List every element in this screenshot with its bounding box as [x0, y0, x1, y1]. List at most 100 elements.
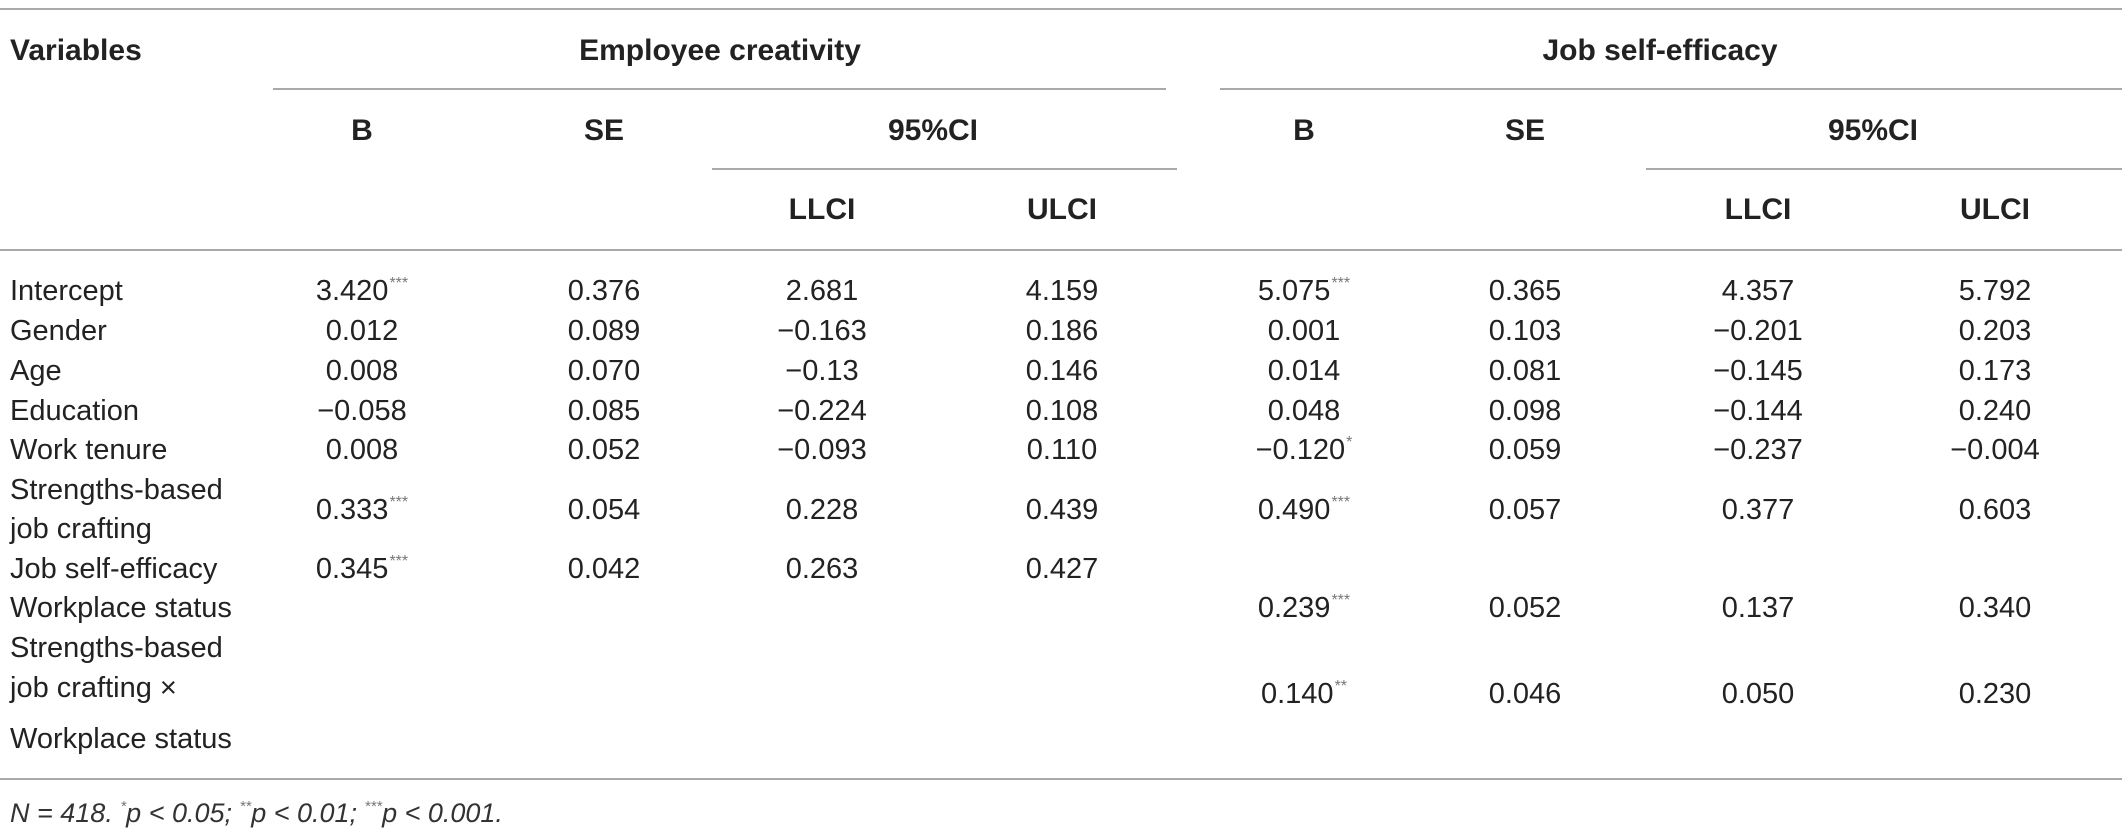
value: 0.333 — [315, 494, 389, 526]
row-label: Age — [10, 355, 62, 387]
column-header-ulci: ULCI — [1960, 193, 2030, 226]
table-cell: 0.263 — [785, 553, 859, 585]
table-cell: 0.439 — [1025, 494, 1099, 526]
significance-marker: ** — [1334, 678, 1348, 695]
table-cell: 0.137 — [1721, 592, 1795, 624]
table-cell: 0.333*** — [316, 493, 408, 532]
table-cell: 0.376 — [567, 275, 641, 307]
table-cell: 0.603 — [1958, 494, 2032, 526]
table-cell: 0.239*** — [1258, 591, 1350, 630]
table-cell: −0.004 — [1950, 434, 2040, 466]
table-footnote: N = 418. *p < 0.05; **p < 0.01; ***p < 0… — [10, 796, 503, 835]
table-cell: 0.108 — [1025, 395, 1099, 427]
table-cell: 0.052 — [567, 434, 641, 466]
table-cell: 2.681 — [785, 275, 859, 307]
table-cell: 0.203 — [1958, 315, 2032, 347]
table-cell: 0.070 — [567, 355, 641, 387]
table-cell: −0.144 — [1713, 395, 1803, 427]
table-cell: −0.093 — [777, 434, 867, 466]
table-cell: 0.052 — [1488, 592, 1562, 624]
row-label: Job self-efficacy — [10, 553, 218, 585]
table-cell: −0.145 — [1713, 355, 1803, 387]
table-cell: 0.014 — [1267, 355, 1341, 387]
column-header-llci: LLCI — [788, 193, 856, 226]
table-cell: 0.340 — [1958, 592, 2032, 624]
group2-rule — [1220, 88, 2122, 90]
header-bottom-rule — [0, 249, 2122, 251]
table-cell: 0.054 — [567, 494, 641, 526]
table-cell: 5.792 — [1958, 275, 2032, 307]
table-top-rule — [0, 8, 2122, 10]
table-cell: 0.098 — [1488, 395, 1562, 427]
table-cell: −0.237 — [1713, 434, 1803, 466]
table-cell: 0.427 — [1025, 553, 1099, 585]
column-header-variables: Variables — [10, 34, 142, 67]
significance-marker: ** — [239, 798, 252, 815]
table-cell: −0.201 — [1713, 315, 1803, 347]
table-cell: 0.365 — [1488, 275, 1562, 307]
group1-rule — [273, 88, 1166, 90]
table-cell: −0.224 — [777, 395, 867, 427]
value: 3.420 — [315, 275, 389, 307]
table-cell: 0.110 — [1026, 434, 1098, 466]
table-cell: 4.357 — [1721, 275, 1795, 307]
table-cell: 0.081 — [1488, 355, 1562, 387]
table-cell: 0.042 — [567, 553, 641, 585]
table-cell: 0.186 — [1025, 315, 1099, 347]
table-cell: 0.008 — [325, 434, 399, 466]
table-cell: 0.490*** — [1258, 493, 1350, 532]
column-header-se: SE — [1504, 114, 1546, 147]
value: 0.345 — [315, 553, 389, 585]
table-cell: 3.420*** — [316, 274, 408, 313]
table-cell: 4.159 — [1025, 275, 1099, 307]
column-header-95ci: 95%CI — [887, 114, 979, 147]
ci2-rule — [1646, 168, 2122, 170]
table-cell: 0.345*** — [316, 552, 408, 591]
row-label: Education — [10, 395, 139, 427]
row-label-line: Strengths-based — [10, 632, 223, 664]
table-cell: 0.240 — [1958, 395, 2032, 427]
column-header-llci: LLCI — [1724, 193, 1792, 226]
column-header-se: SE — [583, 114, 625, 147]
significance-marker: *** — [389, 553, 409, 570]
row-label: Gender — [10, 315, 107, 347]
table-cell: 0.377 — [1721, 494, 1795, 526]
group-header-job-self-efficacy: Job self-efficacy — [1542, 34, 1778, 67]
table-cell: −0.058 — [317, 395, 407, 427]
significance-marker: *** — [364, 798, 383, 815]
row-label-line: job crafting × — [10, 672, 177, 704]
table-cell: 0.059 — [1488, 434, 1562, 466]
table-cell: 0.057 — [1488, 494, 1562, 526]
table-cell: −0.120* — [1256, 433, 1353, 472]
significance-marker: * — [120, 798, 127, 815]
value: 5.075 — [1257, 275, 1331, 307]
row-label-line: job crafting — [10, 513, 152, 545]
row-label-line: Workplace status — [10, 723, 232, 755]
significance-marker: * — [1346, 434, 1353, 451]
footnote-text: p < 0.05; — [126, 798, 240, 828]
table-cell: 0.001 — [1267, 315, 1341, 347]
row-label: Workplace status — [10, 592, 232, 624]
significance-marker: *** — [1331, 275, 1351, 292]
table-cell: 0.103 — [1488, 315, 1562, 347]
ci1-rule — [712, 168, 1177, 170]
table-cell: 0.146 — [1025, 355, 1099, 387]
column-header-95ci: 95%CI — [1827, 114, 1919, 147]
significance-marker: *** — [1331, 592, 1351, 609]
table-cell: −0.13 — [785, 355, 859, 387]
significance-marker: *** — [389, 275, 409, 292]
value: 0.490 — [1257, 494, 1331, 526]
table-cell: 5.075*** — [1258, 274, 1350, 313]
table-cell: 0.140** — [1261, 677, 1347, 716]
table-cell: 0.050 — [1721, 678, 1795, 710]
value: 0.239 — [1257, 592, 1331, 624]
table-cell: −0.163 — [777, 315, 867, 347]
footnote-sample-size: N = 418. — [10, 798, 121, 828]
footnote-text: p < 0.001. — [382, 798, 503, 828]
significance-marker: *** — [389, 494, 409, 511]
footnote-text: p < 0.01; — [251, 798, 365, 828]
column-header-b: B — [1293, 114, 1315, 147]
significance-marker: *** — [1331, 494, 1351, 511]
row-label: Intercept — [10, 275, 123, 307]
table-cell: 0.046 — [1488, 678, 1562, 710]
